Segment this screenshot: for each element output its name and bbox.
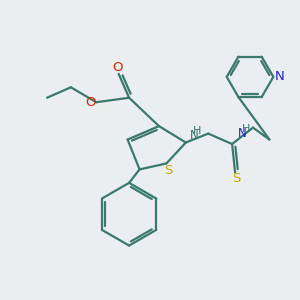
Text: N: N: [238, 127, 247, 140]
Text: N: N: [274, 70, 284, 83]
Text: H: H: [242, 124, 250, 134]
Text: S: S: [164, 164, 172, 176]
Text: N: N: [190, 129, 199, 142]
Text: O: O: [112, 61, 122, 74]
Text: H: H: [193, 127, 201, 136]
Text: O: O: [85, 96, 95, 109]
Text: S: S: [232, 172, 241, 185]
